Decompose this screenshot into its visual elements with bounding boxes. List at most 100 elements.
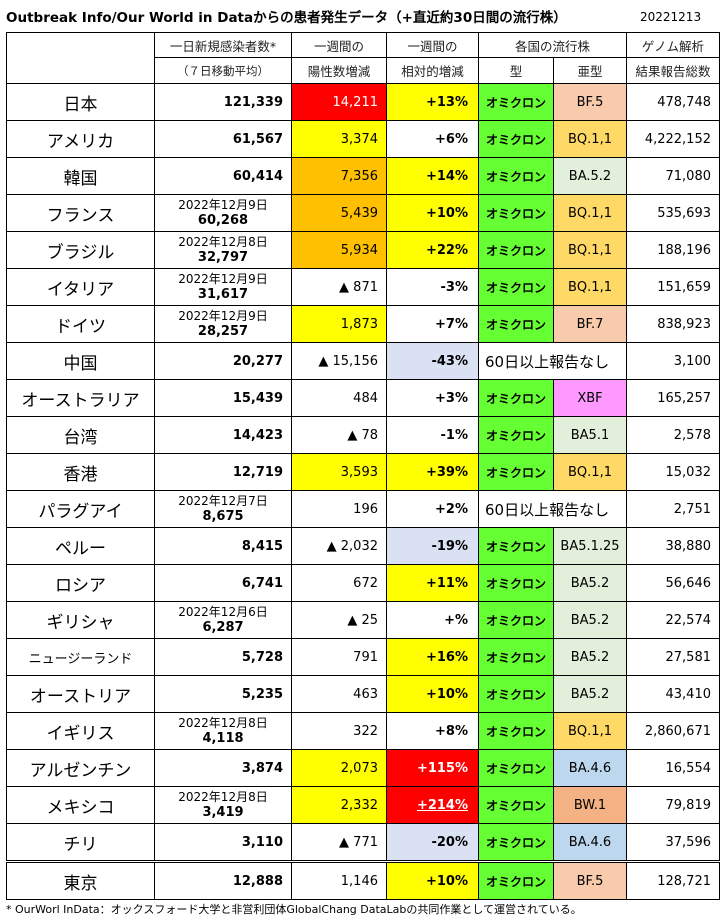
genome-total: 56,646 — [626, 564, 720, 602]
genome-total: 3,100 — [626, 342, 720, 380]
daily-cases: 14,423 — [154, 416, 292, 454]
country-name: パラグアイ — [6, 490, 155, 528]
country-name: ブラジル — [6, 231, 155, 269]
genome-total: 2,860,671 — [626, 712, 720, 750]
weekly-change: 484 — [291, 379, 387, 417]
header-daily-line1: 一日新規感染者数* — [154, 32, 292, 58]
relative-change: -19% — [386, 527, 479, 565]
genome-total: 15,032 — [626, 453, 720, 491]
daily-cases: 4,118 — [202, 731, 244, 746]
table-row: ペルー 8,415 ▲ 2,032 -19% オミクロン BA5.1.25 38… — [6, 527, 720, 565]
weekly-change: 791 — [291, 638, 387, 676]
strain-subtype: BQ.1,1 — [553, 194, 627, 232]
country-name: ニュージーランド — [6, 638, 155, 676]
strain-subtype: BQ.1,1 — [553, 268, 627, 306]
table-row: オーストラリア 15,439 484 +3% オミクロン XBF 165,257 — [6, 379, 720, 417]
strain-subtype: BA.4.6 — [553, 823, 627, 862]
weekly-change: ▲ 25 — [291, 601, 387, 639]
genome-total: 188,196 — [626, 231, 720, 269]
table-row: 東京 12,888 1,146 +10% オミクロン BF.5 128,721 — [6, 860, 720, 900]
genome-total: 27,581 — [626, 638, 720, 676]
relative-change: -1% — [386, 416, 479, 454]
daily-cases: 8,675 — [202, 509, 244, 524]
table-row: ドイツ 2022年12月9日 28,257 1,873 +7% オミクロン BF… — [6, 305, 720, 343]
weekly-change: 672 — [291, 564, 387, 602]
table-row: 香港 12,719 3,593 +39% オミクロン BQ.1,1 15,032 — [6, 453, 720, 491]
weekly-change: ▲ 2,032 — [291, 527, 387, 565]
table-row: ブラジル 2022年12月8日 32,797 5,934 +22% オミクロン … — [6, 231, 720, 269]
daily-cases-cell: 2022年12月9日 31,617 — [154, 268, 292, 306]
genome-total: 2,578 — [626, 416, 720, 454]
strain-subtype: BA5.2 — [553, 638, 627, 676]
weekly-change: 196 — [291, 490, 387, 528]
table-row: イギリス 2022年12月8日 4,118 322 +8% オミクロン BQ.1… — [6, 712, 720, 750]
table-row: ロシア 6,741 672 +11% オミクロン BA5.2 56,646 — [6, 564, 720, 602]
strain-type: オミクロン — [478, 120, 554, 158]
table-row: フランス 2022年12月9日 60,268 5,439 +10% オミクロン … — [6, 194, 720, 232]
report-date-label: 2022年12月8日 — [178, 716, 268, 730]
table-row: オーストリア 5,235 463 +10% オミクロン BA5.2 43,410 — [6, 675, 720, 713]
weekly-change: ▲ 771 — [291, 823, 387, 862]
daily-cases: 12,888 — [154, 860, 292, 900]
header-relative-line2: 相対的増減 — [386, 57, 479, 84]
strain-subtype: BA.5.2 — [553, 157, 627, 195]
country-name: 中国 — [6, 342, 155, 380]
genome-total: 16,554 — [626, 749, 720, 787]
country-name: ペルー — [6, 527, 155, 565]
genome-total: 79,819 — [626, 786, 720, 824]
report-date-label: 2022年12月8日 — [178, 790, 268, 804]
strain-type: オミクロン — [478, 157, 554, 195]
relative-change: +3% — [386, 379, 479, 417]
strain-type: オミクロン — [478, 860, 554, 900]
strain-subtype: BA5.2 — [553, 601, 627, 639]
relative-change: +115% — [386, 749, 479, 787]
country-name: アメリカ — [6, 120, 155, 158]
strain-type: オミクロン — [478, 564, 554, 602]
strain-type: オミクロン — [478, 416, 554, 454]
weekly-change: 3,374 — [291, 120, 387, 158]
weekly-change: 14,211 — [291, 83, 387, 121]
relative-change: -3% — [386, 268, 479, 306]
genome-total: 4,222,152 — [626, 120, 720, 158]
header-daily-line2: （７日移動平均） — [154, 57, 292, 84]
country-name: ギリシャ — [6, 601, 155, 639]
country-name: 東京 — [6, 860, 155, 900]
strain-subtype: BA.4.6 — [553, 749, 627, 787]
country-name: アルゼンチン — [6, 749, 155, 787]
relative-change: -20% — [386, 823, 479, 862]
strain-not-reported: 60日以上報告なし — [478, 342, 627, 380]
relative-change: +214% — [416, 797, 468, 813]
relative-change: +22% — [386, 231, 479, 269]
country-name: 韓国 — [6, 157, 155, 195]
relative-change: +10% — [386, 860, 479, 900]
strain-subtype: BF.5 — [553, 83, 627, 121]
genome-total: 838,923 — [626, 305, 720, 343]
header-genome-line2: 結果報告総数 — [626, 57, 720, 84]
daily-cases: 20,277 — [154, 342, 292, 380]
daily-cases: 31,617 — [197, 287, 249, 302]
weekly-change: 5,439 — [291, 194, 387, 232]
strain-subtype: BA5.1 — [553, 416, 627, 454]
footnote: * OurWorl InData：オックスフォード大学と非営利団体GlobalC… — [6, 903, 582, 916]
table-row: 台湾 14,423 ▲ 78 -1% オミクロン BA5.1 2,578 — [6, 416, 720, 454]
daily-cases: 61,567 — [154, 120, 292, 158]
weekly-change: 1,146 — [291, 860, 387, 900]
strain-subtype: BQ.1,1 — [553, 120, 627, 158]
relative-change: +14% — [386, 157, 479, 195]
table-row: 韓国 60,414 7,356 +14% オミクロン BA.5.2 71,080 — [6, 157, 720, 195]
weekly-change: 2,332 — [291, 786, 387, 824]
outbreak-table: 一日新規感染者数* 一週間の 一週間の 各国の流行株 ゲノム解析 （７日移動平均… — [6, 32, 720, 900]
weekly-change: 3,593 — [291, 453, 387, 491]
strain-type: オミクロン — [478, 527, 554, 565]
weekly-change: 2,073 — [291, 749, 387, 787]
country-name: メキシコ — [6, 786, 155, 824]
genome-total: 2,751 — [626, 490, 720, 528]
strain-subtype: BW.1 — [553, 786, 627, 824]
strain-type: オミクロン — [478, 638, 554, 676]
report-date-label: 2022年12月9日 — [178, 309, 268, 323]
strain-type: オミクロン — [478, 231, 554, 269]
daily-cases: 60,268 — [197, 213, 249, 228]
weekly-change: 5,934 — [291, 231, 387, 269]
daily-cases: 3,419 — [202, 805, 244, 820]
country-name: ドイツ — [6, 305, 155, 343]
